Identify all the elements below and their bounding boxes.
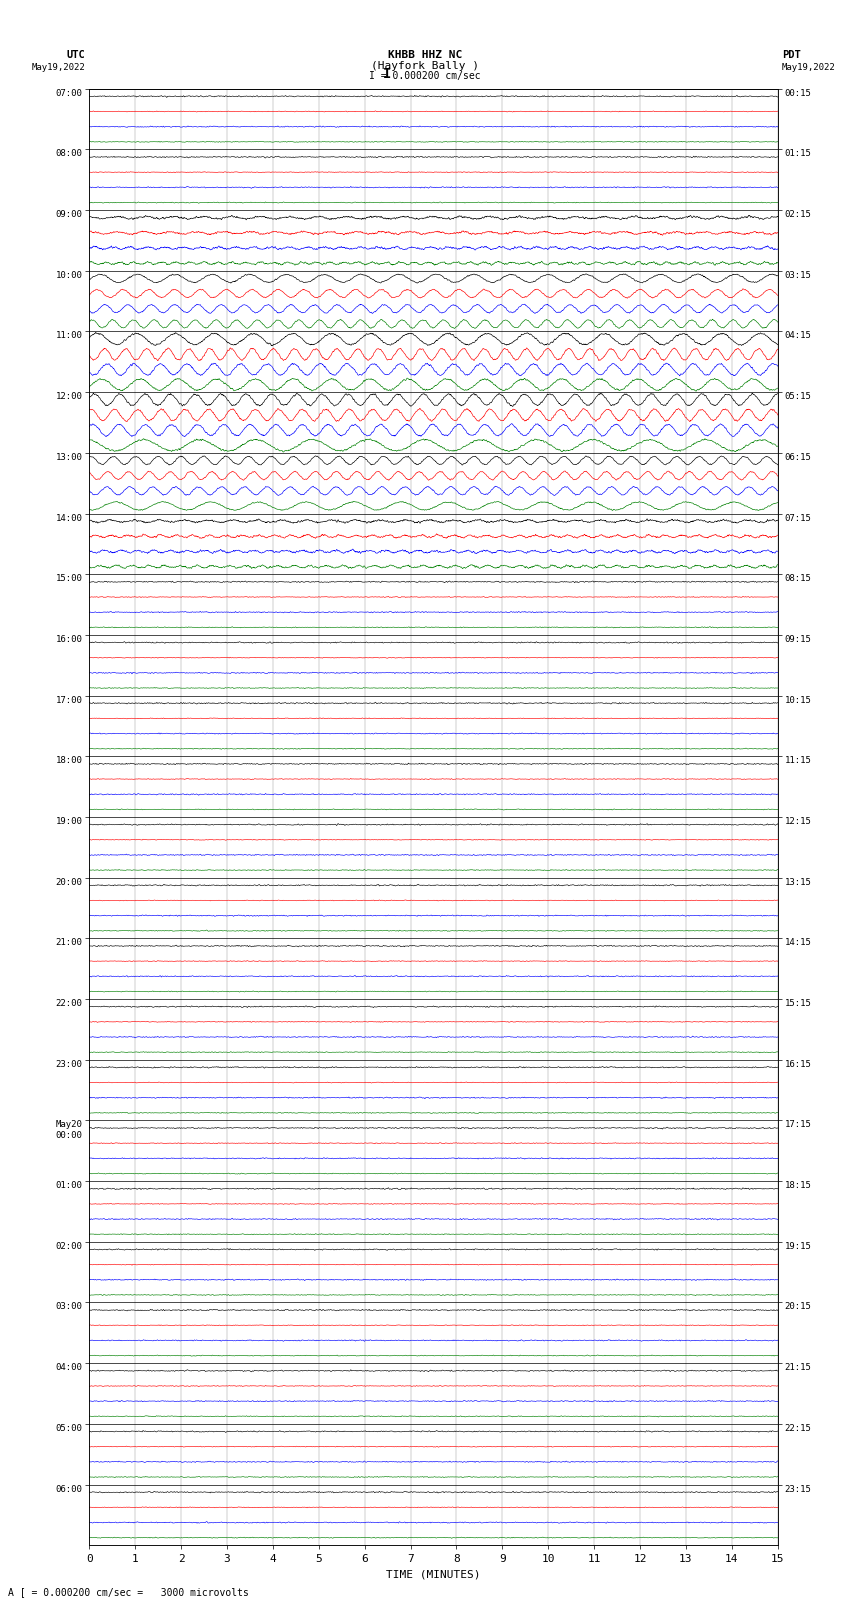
Text: PDT: PDT (782, 50, 801, 60)
Text: May19,2022: May19,2022 (31, 63, 85, 71)
Text: I = 0.000200 cm/sec: I = 0.000200 cm/sec (369, 71, 481, 82)
Text: I: I (382, 68, 391, 82)
Text: (Hayfork Bally ): (Hayfork Bally ) (371, 61, 479, 71)
X-axis label: TIME (MINUTES): TIME (MINUTES) (386, 1569, 481, 1579)
Text: A [ = 0.000200 cm/sec =   3000 microvolts: A [ = 0.000200 cm/sec = 3000 microvolts (8, 1587, 249, 1597)
Text: KHBB HHZ NC: KHBB HHZ NC (388, 50, 462, 60)
Text: UTC: UTC (66, 50, 85, 60)
Text: May19,2022: May19,2022 (782, 63, 836, 71)
